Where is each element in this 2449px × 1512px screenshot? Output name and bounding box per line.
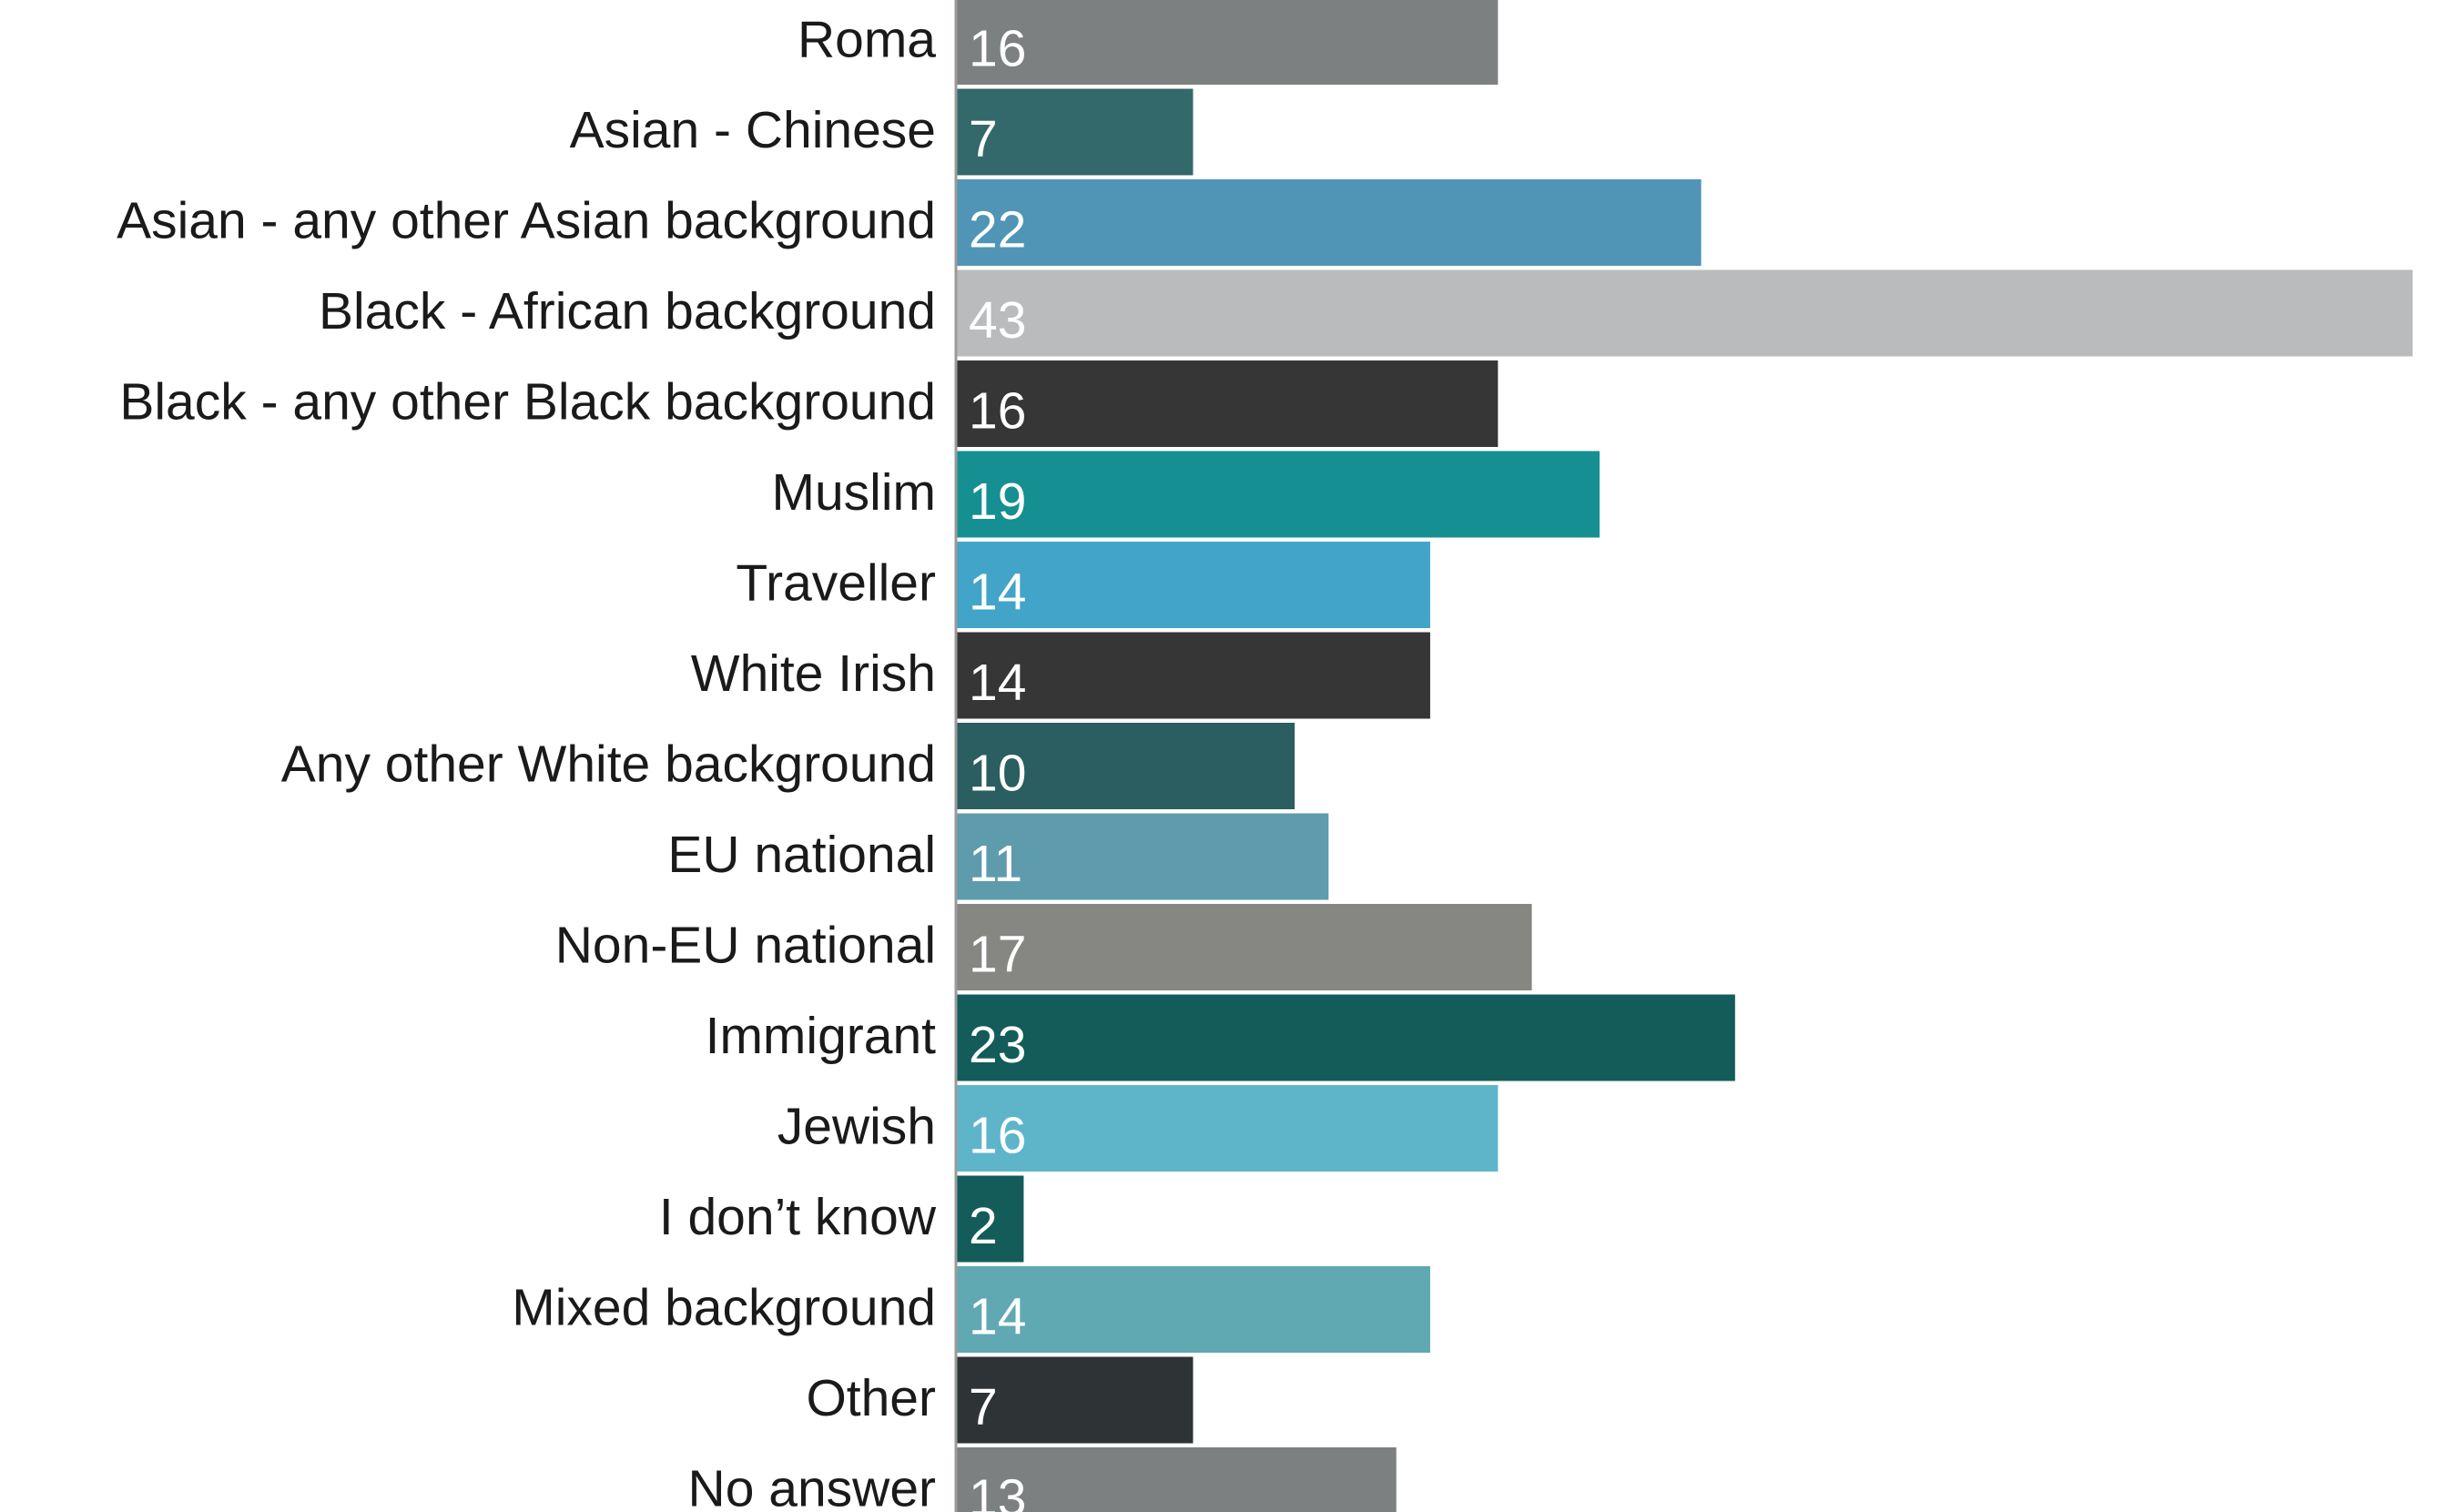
bar-6	[956, 542, 1430, 628]
bars	[956, 0, 2413, 1512]
category-label-3: Black - African background	[319, 282, 936, 340]
value-label-15: 7	[969, 1378, 998, 1436]
value-labels: 16 7 22 43 16 19 14 14 10 11 17 23 16 2 14 7 13	[969, 20, 1026, 1512]
bar-15	[956, 1356, 1194, 1444]
bar-10	[956, 904, 1532, 990]
bar-11	[956, 994, 1735, 1081]
bar-16	[956, 1447, 1397, 1512]
value-label-12: 16	[969, 1107, 1026, 1165]
value-label-5: 19	[969, 472, 1026, 531]
category-label-12: Jewish	[777, 1098, 936, 1156]
bar-12	[956, 1085, 1499, 1172]
category-label-4: Black - any other Black background	[119, 373, 936, 431]
category-labels: Roma Asian - Chinese Asian - any other Asi…	[117, 11, 937, 1512]
value-label-8: 10	[969, 745, 1026, 803]
bar-1	[956, 88, 1194, 176]
category-label-9: EU national	[667, 826, 936, 884]
bar-3	[956, 269, 2413, 357]
value-label-4: 16	[969, 382, 1026, 441]
value-label-0: 16	[969, 20, 1026, 78]
value-label-11: 23	[969, 1016, 1026, 1074]
category-label-8: Any other White background	[281, 736, 936, 794]
bar-7	[956, 632, 1430, 719]
value-label-9: 11	[969, 835, 1022, 893]
bar-13	[956, 1175, 1024, 1263]
value-label-13: 2	[969, 1197, 998, 1255]
value-label-1: 7	[969, 110, 998, 168]
value-label-16: 13	[969, 1469, 1026, 1512]
bar-5	[956, 451, 1600, 538]
value-label-7: 14	[969, 654, 1026, 712]
bar-14	[956, 1266, 1430, 1353]
bar-2	[956, 179, 1702, 266]
bar-4	[956, 360, 1499, 447]
category-label-16: No answer	[688, 1460, 936, 1512]
category-label-2: Asian - any other Asian background	[117, 192, 936, 250]
category-label-13: I don’t know	[659, 1188, 937, 1246]
bar-8	[956, 723, 1296, 809]
category-label-11: Immigrant	[706, 1007, 937, 1065]
category-label-15: Other	[806, 1369, 936, 1427]
value-label-10: 17	[969, 926, 1026, 984]
category-label-14: Mixed background	[512, 1279, 936, 1337]
category-label-0: Roma	[798, 11, 936, 69]
bar-0	[956, 0, 1499, 85]
category-label-1: Asian - Chinese	[570, 101, 936, 159]
value-label-6: 14	[969, 563, 1026, 622]
category-label-10: Non-EU national	[555, 917, 936, 975]
value-label-2: 22	[969, 201, 1026, 259]
category-label-5: Muslim	[772, 463, 937, 522]
category-label-7: White Irish	[691, 644, 936, 703]
value-label-14: 14	[969, 1288, 1026, 1346]
category-label-6: Traveller	[736, 554, 936, 613]
value-label-3: 43	[969, 291, 1026, 350]
bar-9	[956, 813, 1329, 900]
